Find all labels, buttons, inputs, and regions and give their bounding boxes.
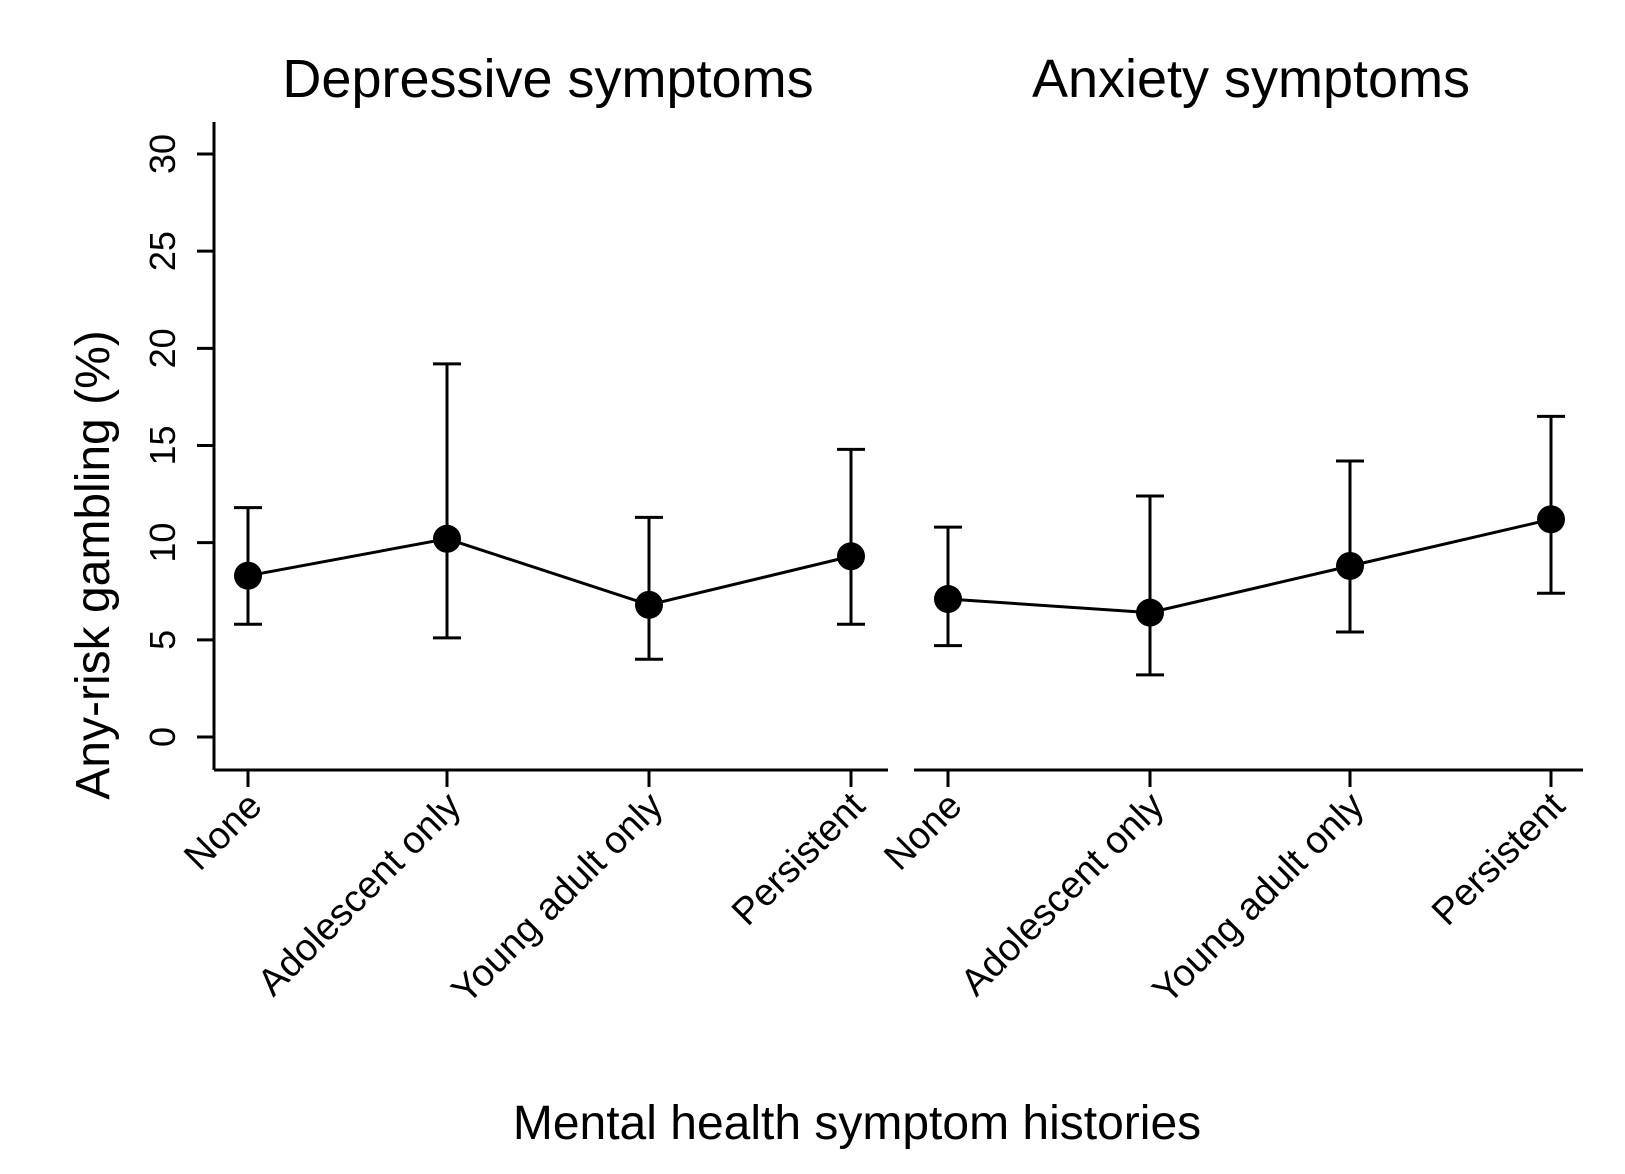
x-axis-label: Mental health symptom histories: [513, 1097, 1201, 1150]
x-tick-label-anxiety-persistent: Persistent: [1424, 784, 1573, 933]
y-axis-label: Any-risk gambling (%): [67, 330, 120, 799]
panel-title-anxiety: Anxiety symptoms: [1032, 49, 1470, 109]
point-depressive-persistent: [837, 542, 865, 571]
x-tick-label-depressive-persistent: Persistent: [724, 784, 873, 933]
x-tick-label-depressive-none: None: [176, 785, 270, 879]
x-tick-label-anxiety-none: None: [876, 785, 970, 879]
y-tick-label-0: 0: [142, 727, 183, 747]
y-tick-label-15: 15: [142, 425, 183, 465]
y-tick-label-25: 25: [142, 231, 183, 271]
point-depressive-adolescent-only: [433, 524, 461, 553]
x-tick-label-anxiety-young-adult-only: Young adult only: [1145, 785, 1372, 1012]
point-anxiety-young-adult-only: [1336, 551, 1364, 580]
point-depressive-young-adult-only: [635, 590, 663, 619]
x-tick-label-depressive-young-adult-only: Young adult only: [444, 785, 671, 1012]
y-ticks: 0 5 10 15 20 25 30: [142, 134, 214, 747]
series-line-depressive: [247, 537, 852, 607]
y-tick-label-30: 30: [142, 134, 183, 174]
point-depressive-none: [234, 561, 262, 590]
x-tick-label-depressive-adolescent-only: Adolescent only: [250, 785, 469, 1004]
y-tick-label-10: 10: [142, 523, 183, 563]
point-anxiety-persistent: [1537, 505, 1565, 534]
point-anxiety-none: [934, 585, 962, 614]
y-tick-label-20: 20: [142, 328, 183, 368]
series-line-anxiety: [947, 517, 1552, 615]
y-tick-label-5: 5: [142, 630, 183, 650]
x-tick-label-anxiety-adolescent-only: Adolescent only: [953, 785, 1172, 1004]
point-anxiety-adolescent-only: [1136, 598, 1164, 627]
y-axis: 0 5 10 15 20 25 30: [142, 122, 216, 770]
panel-title-depressive: Depressive symptoms: [282, 49, 813, 109]
